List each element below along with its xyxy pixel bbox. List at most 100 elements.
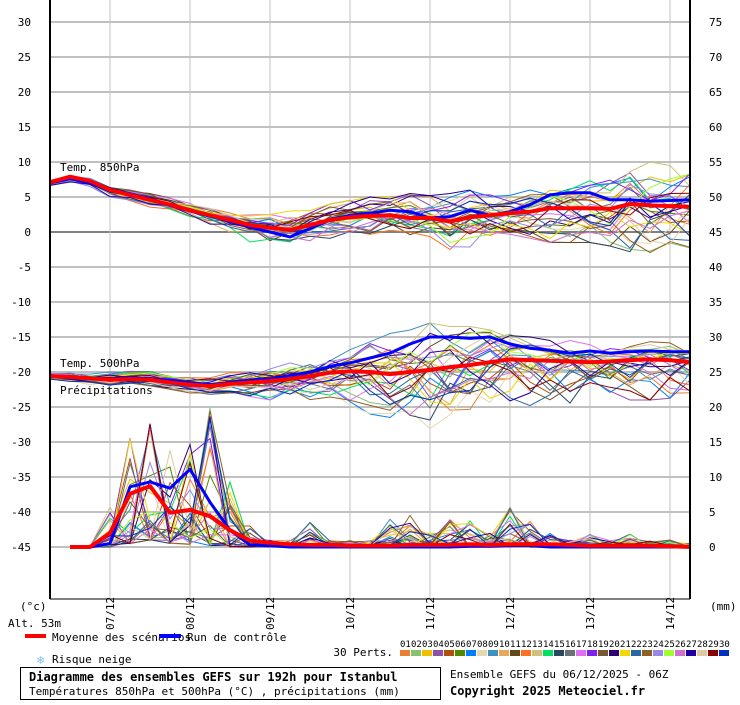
left-tick-label: 25 <box>18 51 31 64</box>
left-tick-label: 15 <box>18 121 31 134</box>
member-swatch-12 <box>521 650 531 656</box>
right-tick-label: 5 <box>709 506 716 519</box>
left-tick-label: 10 <box>18 156 31 169</box>
member-swatch-24 <box>653 650 663 656</box>
right-tick-label: 55 <box>709 156 722 169</box>
member-number-05: 05 <box>444 640 455 650</box>
member-swatch-29 <box>708 650 718 656</box>
member-swatch-28 <box>697 650 707 656</box>
left-tick-label: -15 <box>11 331 31 344</box>
right-tick-label: 10 <box>709 471 722 484</box>
member-number-11: 11 <box>510 640 521 650</box>
right-tick-label: 35 <box>709 296 722 309</box>
legend-mean-swatch <box>25 634 46 638</box>
left-tick-label: -30 <box>11 436 31 449</box>
member-number-16: 16 <box>565 640 576 650</box>
snowflake-icon: ❄ <box>37 653 44 667</box>
legend-snow-label: Risque neige <box>52 653 131 666</box>
member-swatch-22 <box>631 650 641 656</box>
precip-member-28-line <box>69 450 691 548</box>
right-tick-label: 15 <box>709 436 722 449</box>
legend-mean: Moyenne des scénarios <box>25 631 191 644</box>
x-tick-label: 12/12 <box>504 597 517 630</box>
member-number-21: 21 <box>620 640 631 650</box>
member-swatch-30 <box>719 650 729 656</box>
member-number-01: 01 <box>400 640 411 650</box>
x-tick-labels: 07/12 08/12 09/12 10/12 11/12 12/12 13/12 14/12 <box>104 597 677 630</box>
x-tick-label: 13/12 <box>584 597 597 630</box>
member-number-08: 08 <box>477 640 488 650</box>
t500-member-23-line <box>49 341 691 411</box>
legend-control-label: Run de contrôle <box>187 631 286 644</box>
x-tick-label: 08/12 <box>184 597 197 630</box>
member-number-14: 14 <box>543 640 554 650</box>
chart-title: Diagramme des ensembles GEFS sur 192h po… <box>29 670 397 684</box>
member-number-03: 03 <box>422 640 433 650</box>
plot-frame <box>49 0 691 600</box>
member-number-04: 04 <box>433 640 444 650</box>
precip-mean-line <box>70 484 691 549</box>
member-number-19: 19 <box>598 640 609 650</box>
member-number-06: 06 <box>455 640 466 650</box>
t850-member-28-line <box>49 175 691 246</box>
member-swatch-08 <box>477 650 487 656</box>
t500-member-11-line <box>49 332 691 389</box>
y-tick-labels: 302520151050-5-10-15-20-25-30-35-40-4575… <box>11 16 722 554</box>
precip-member-22-line <box>69 507 691 548</box>
member-number-17: 17 <box>576 640 587 650</box>
right-tick-label: 0 <box>709 541 716 554</box>
member-swatch-03 <box>422 650 432 656</box>
member-swatch-04 <box>433 650 443 656</box>
member-number-26: 26 <box>675 640 686 650</box>
member-number-28: 28 <box>697 640 708 650</box>
member-swatch-21 <box>620 650 630 656</box>
title-box: Diagramme des ensembles GEFS sur 192h po… <box>20 667 441 700</box>
member-swatch-15 <box>554 650 564 656</box>
t850-member-17-line <box>49 176 691 231</box>
t500-member-17-line <box>49 339 691 401</box>
member-number-23: 23 <box>642 640 653 650</box>
perts-label: 30 Perts. <box>333 646 393 659</box>
member-number-12: 12 <box>521 640 532 650</box>
left-axis-unit: (°c) <box>20 600 47 613</box>
right-tick-label: 45 <box>709 226 722 239</box>
member-swatch-16 <box>565 650 575 656</box>
left-tick-label: -10 <box>11 296 31 309</box>
member-number-22: 22 <box>631 640 642 650</box>
member-swatch-11 <box>510 650 520 656</box>
member-number-13: 13 <box>532 640 543 650</box>
left-tick-label: 20 <box>18 86 31 99</box>
copyright: Copyright 2025 Meteociel.fr <box>450 684 645 698</box>
member-swatch-05 <box>444 650 454 656</box>
member-number-25: 25 <box>664 640 675 650</box>
x-tick-label: 10/12 <box>344 597 357 630</box>
member-number-09: 09 <box>488 640 499 650</box>
right-tick-label: 20 <box>709 401 722 414</box>
label-precip: Précipitations <box>60 384 153 397</box>
member-swatch-27 <box>686 650 696 656</box>
run-info: Ensemble GEFS du 06/12/2025 - 06Z <box>450 668 669 681</box>
left-tick-label: -45 <box>11 541 31 554</box>
left-tick-label: -25 <box>11 401 31 414</box>
legend-snow: ❄ Risque neige <box>37 653 131 667</box>
member-number-07: 07 <box>466 640 477 650</box>
member-swatch-23 <box>642 650 652 656</box>
t500-member-22-line <box>49 353 691 407</box>
left-tick-label: -35 <box>11 471 31 484</box>
left-tick-label: -20 <box>11 366 31 379</box>
member-number-24: 24 <box>653 640 664 650</box>
x-tick-label: 09/12 <box>264 597 277 630</box>
member-swatch-09 <box>488 650 498 656</box>
label-t850: Temp. 850hPa <box>60 161 139 174</box>
member-number-15: 15 <box>554 640 565 650</box>
right-tick-label: 50 <box>709 191 722 204</box>
t850-mean-line <box>49 174 691 232</box>
label-t500: Temp. 500hPa <box>60 357 139 370</box>
member-swatch-19 <box>598 650 608 656</box>
left-tick-label: -5 <box>18 261 31 274</box>
t500-mean-line <box>49 357 691 388</box>
t850-member-29-line <box>49 176 691 235</box>
member-number-30: 30 <box>719 640 730 650</box>
member-swatch-01 <box>400 650 410 656</box>
